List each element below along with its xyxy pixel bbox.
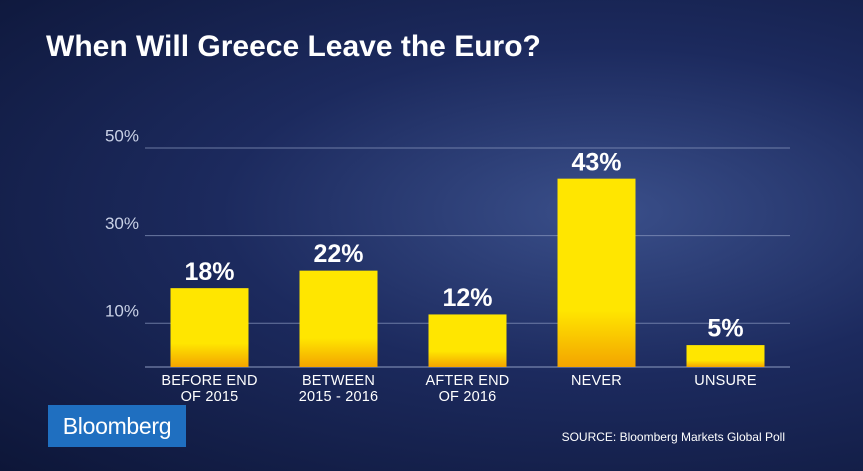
value-label: 5% bbox=[707, 315, 743, 343]
y-tick-label: 50% bbox=[105, 126, 139, 145]
x-tick-label: NEVER bbox=[571, 373, 622, 389]
bar bbox=[428, 314, 507, 367]
x-tick-label: UNSURE bbox=[694, 373, 757, 389]
y-tick-label: 30% bbox=[105, 214, 139, 233]
bar bbox=[686, 345, 765, 367]
bar bbox=[170, 288, 249, 367]
bar bbox=[557, 178, 636, 367]
chart-title: When Will Greece Leave the Euro? bbox=[46, 30, 541, 63]
value-label: 22% bbox=[313, 240, 363, 268]
value-label: 18% bbox=[184, 258, 234, 286]
x-tick-label: BETWEEN 2015 - 2016 bbox=[298, 373, 379, 405]
brand-logo: Bloomberg bbox=[48, 405, 186, 447]
x-tick-label: BEFORE END OF 2015 bbox=[161, 373, 258, 405]
source-note: SOURCE: Bloomberg Markets Global Poll bbox=[561, 430, 785, 444]
value-label: 43% bbox=[571, 148, 621, 176]
value-label: 12% bbox=[442, 284, 492, 312]
x-tick-label: AFTER END OF 2016 bbox=[425, 373, 510, 405]
y-tick-label: 10% bbox=[105, 302, 139, 321]
bar bbox=[299, 270, 378, 367]
